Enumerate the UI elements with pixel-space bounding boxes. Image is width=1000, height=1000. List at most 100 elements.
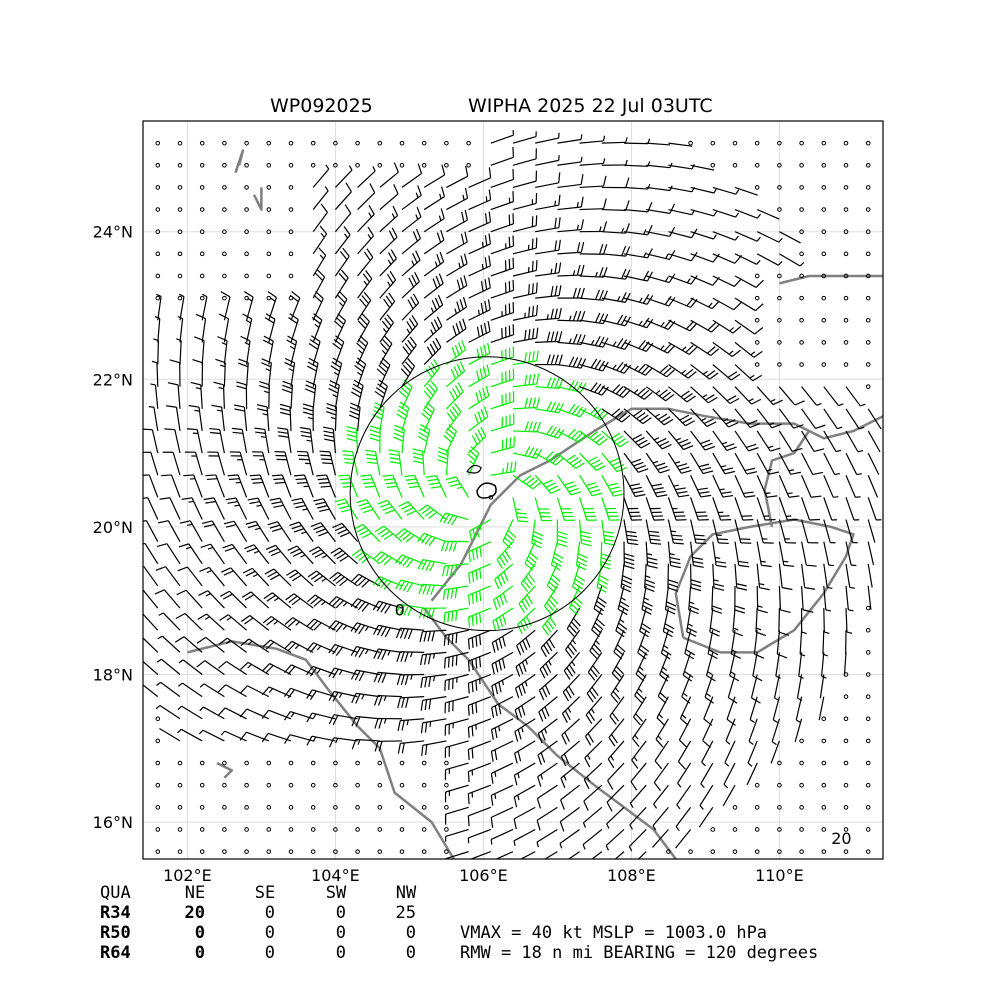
wind-barb (494, 563, 514, 590)
calm-marker (199, 162, 205, 168)
wind-barb (307, 570, 336, 587)
calm-marker (865, 672, 871, 677)
calm-marker (754, 140, 760, 146)
wind-barb (623, 519, 639, 546)
wind-barb (653, 784, 669, 809)
wind-barb (514, 718, 536, 742)
wind-barb (261, 358, 272, 387)
coastline-segment (423, 607, 677, 859)
wind-barb (845, 541, 857, 567)
wind-barb (601, 159, 628, 166)
wind-barb (423, 208, 445, 233)
wind-barb (388, 449, 403, 476)
wind-barb (512, 304, 539, 321)
wind-barb (153, 338, 159, 365)
calm-marker (777, 340, 782, 345)
wind-barb (560, 740, 580, 767)
wind-barb (490, 828, 514, 845)
wind-barb (707, 630, 719, 660)
calm-marker (732, 805, 738, 810)
calm-marker (799, 185, 804, 190)
wind-barb (186, 428, 203, 454)
calm-marker (754, 162, 760, 168)
calm-marker (177, 805, 183, 810)
wind-barb (623, 248, 653, 259)
calm-marker (377, 827, 383, 832)
wind-barb (646, 185, 673, 192)
calm-marker (155, 207, 161, 212)
calm-marker (222, 295, 227, 301)
wind-barb (779, 231, 801, 244)
table-row-label-r64: R64 (100, 943, 131, 963)
wind-barb (722, 784, 736, 807)
wind-barb (241, 591, 270, 609)
calm-marker (244, 295, 249, 301)
wind-barb (423, 186, 446, 211)
wind-barb (254, 427, 270, 454)
wind-barb (778, 452, 802, 475)
coastline-segment (779, 274, 883, 285)
calm-marker (821, 849, 827, 854)
wind-barb (734, 364, 762, 382)
wind-barb (143, 589, 159, 609)
wind-barb (468, 299, 491, 321)
wind-barb (490, 279, 515, 299)
wind-barb (334, 291, 348, 321)
wind-barb (281, 380, 294, 409)
calm-marker (821, 362, 827, 367)
calm-marker (421, 827, 427, 832)
calm-marker (310, 760, 316, 766)
wind-barb (712, 386, 740, 405)
wind-barb (328, 380, 340, 409)
wind-barb (690, 563, 702, 592)
wind-barb (690, 341, 720, 357)
wind-barb (395, 627, 425, 640)
calm-marker (799, 827, 804, 832)
wind-barb (200, 543, 225, 565)
wind-barb (490, 324, 515, 343)
wind-barb (583, 762, 603, 790)
calm-marker (777, 362, 782, 367)
wind-barb (623, 161, 651, 167)
wind-barb (557, 174, 584, 189)
wind-barb (534, 497, 553, 522)
wind-barb (423, 295, 444, 321)
intensity-summary: VMAX = 40 kt MSLP = 1003.0 hPa RMW = 18 … (460, 923, 818, 963)
wind-barb (306, 357, 319, 387)
wind-barb (357, 226, 375, 255)
wind-barb (557, 428, 587, 443)
wind-barb (557, 196, 584, 211)
wind-barb (645, 497, 665, 521)
wind-barb (756, 541, 772, 568)
calm-marker (754, 827, 760, 832)
calm-marker (177, 229, 183, 234)
wind-barb (535, 239, 561, 255)
wind-barb (322, 426, 336, 454)
wind-barb (734, 341, 763, 358)
wind-barb (350, 669, 380, 682)
calm-marker (865, 317, 871, 323)
calm-marker (865, 229, 871, 234)
calm-marker (399, 760, 405, 766)
calm-marker (155, 760, 161, 766)
wind-barb (644, 563, 656, 592)
wind-barb (773, 674, 780, 702)
wind-barb (372, 600, 403, 614)
calm-marker (399, 827, 405, 832)
wind-barb (712, 231, 739, 241)
storm-id-title: WP092025 (270, 95, 373, 117)
wind-barb (637, 851, 647, 859)
calm-marker (244, 207, 249, 212)
wind-barb (490, 191, 515, 211)
wind-barb (143, 637, 159, 653)
wind-barb (467, 762, 492, 783)
wind-barb (201, 293, 208, 321)
wind-barb (596, 563, 609, 593)
wind-barb (423, 164, 446, 188)
wind-barb (222, 543, 248, 565)
wind-barb (823, 563, 833, 589)
wind-barb (579, 382, 609, 396)
calm-marker (710, 849, 716, 854)
calm-marker (821, 229, 827, 234)
wind-barb (698, 807, 714, 828)
